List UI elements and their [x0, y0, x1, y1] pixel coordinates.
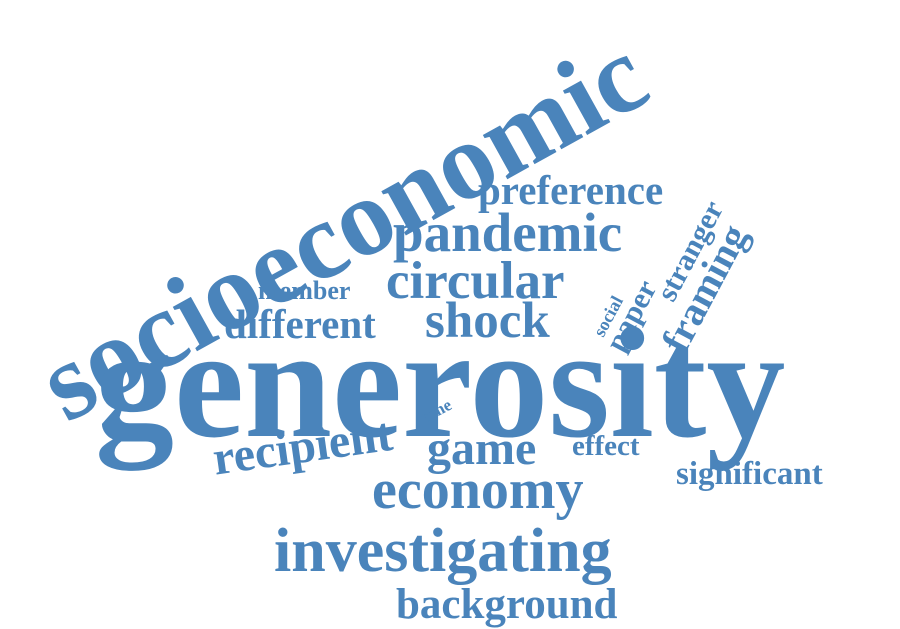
word-background: background — [396, 581, 618, 628]
word-generosity: generosity — [95, 296, 786, 471]
word-different: different — [224, 301, 376, 347]
word-game: game — [427, 422, 537, 475]
word-circular: circular — [386, 252, 565, 310]
word-economy: economy — [372, 459, 584, 521]
word-pandemic: pandemic — [393, 202, 623, 263]
word-member: member — [258, 276, 351, 305]
word-preference: preference — [478, 167, 664, 213]
word-significant: significant — [676, 456, 823, 492]
word-investigating: investigating — [274, 517, 612, 585]
word-shock: shock — [425, 293, 550, 349]
word-effect: effect — [572, 430, 640, 462]
